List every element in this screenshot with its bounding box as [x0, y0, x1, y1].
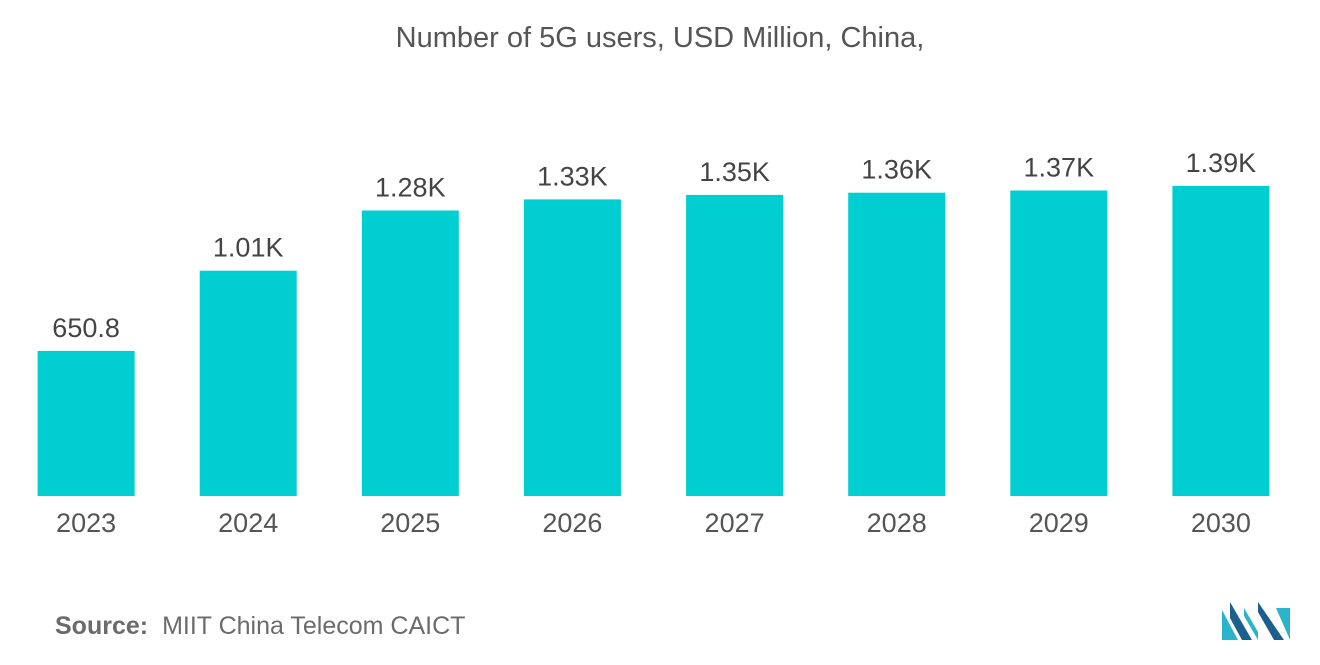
category-label-2027: 2027	[705, 508, 765, 538]
value-label-2027: 1.35K	[699, 157, 770, 187]
mordor-intelligence-logo-icon	[1222, 602, 1290, 640]
category-label-2028: 2028	[867, 508, 927, 538]
bar-2026	[523, 199, 621, 496]
bar-2029	[1010, 190, 1108, 496]
bar-2024	[199, 270, 297, 496]
value-label-2023: 650.8	[52, 313, 120, 343]
value-label-2025: 1.28K	[375, 173, 446, 203]
chart-title: Number of 5G users, USD Million, China,	[395, 22, 925, 54]
source-label: Source:	[55, 612, 149, 640]
category-label-2023: 2023	[56, 508, 116, 538]
bar-2023	[37, 350, 135, 496]
bar-2027	[686, 194, 784, 496]
bars-group	[37, 186, 1270, 496]
bar-2028	[848, 192, 946, 496]
category-labels-group: 2023 2024 2025 2026 2027 2028 2029 2030	[56, 508, 1251, 538]
value-label-2029: 1.37K	[1024, 153, 1095, 183]
source-note: Source: MIIT China Telecom CAICT	[55, 612, 465, 641]
value-labels-group: 650.8 1.01K 1.28K 1.33K 1.35K 1.36K 1.37K 1.39K	[52, 148, 1256, 343]
category-label-2030: 2030	[1191, 508, 1251, 538]
category-label-2026: 2026	[542, 508, 602, 538]
bar-2030	[1172, 186, 1270, 496]
value-label-2024: 1.01K	[213, 233, 284, 263]
category-label-2025: 2025	[380, 508, 440, 538]
category-label-2024: 2024	[218, 508, 278, 538]
value-label-2026: 1.33K	[537, 161, 608, 191]
category-label-2029: 2029	[1029, 508, 1089, 538]
bar-2025	[361, 210, 459, 496]
value-label-2030: 1.39K	[1186, 148, 1257, 178]
source-text: MIIT China Telecom CAICT	[162, 612, 466, 640]
value-label-2028: 1.36K	[861, 155, 932, 185]
